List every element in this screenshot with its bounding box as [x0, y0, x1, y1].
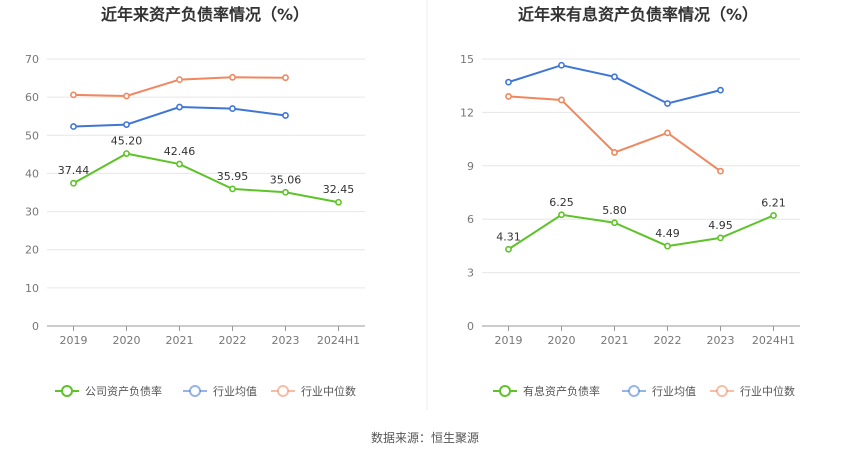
chart-title: 近年来有息资产负债率情况（%） [518, 5, 758, 24]
series-industry-mean-point [558, 61, 565, 69]
x-tick-label: 2023 [272, 334, 300, 347]
legend-item: 行业中位数 [271, 384, 356, 398]
series-industry-mean-point [611, 73, 618, 81]
legend-item: 行业均值 [183, 385, 257, 398]
series-company-point [335, 198, 342, 206]
series-company-point [770, 212, 777, 219]
x-tick-label: 2022 [654, 334, 682, 347]
series-company-point [717, 234, 724, 242]
series-company-point [176, 160, 183, 168]
series-industry-median-point [611, 149, 618, 156]
series-industry-median-point [176, 76, 183, 83]
y-tick-label: 70 [25, 53, 39, 66]
legend-marker-icon [628, 385, 640, 397]
series-industry-median-line [508, 95, 722, 172]
series-industry-median-point [229, 73, 236, 81]
series-industry-mean-point [282, 112, 289, 119]
series-company-point [70, 179, 77, 187]
data-label: 5.80 [602, 204, 627, 217]
series-industry-mean-point [664, 100, 671, 107]
y-tick-label: 10 [25, 282, 39, 295]
data-label: 6.25 [549, 196, 574, 209]
legend-item: 有息资产负债率 [493, 384, 600, 398]
series-industry-mean-point [717, 86, 724, 94]
legend-item: 公司资产负债率 [55, 384, 162, 398]
data-label: 6.21 [761, 196, 786, 209]
legend-marker-icon [61, 385, 73, 397]
x-tick-label: 2024H1 [752, 334, 795, 347]
data-label: 42.46 [164, 145, 196, 158]
legend-item: 行业均值 [622, 385, 696, 398]
series-company-point [505, 245, 512, 253]
chart-title: 近年来资产负债率情况（%） [101, 5, 309, 24]
series-company-point [123, 150, 130, 157]
series-company-line [507, 213, 774, 251]
series-company-point [664, 242, 671, 250]
data-label: 35.06 [270, 173, 302, 186]
series-company-point [282, 188, 289, 196]
y-tick-label: 9 [467, 160, 474, 173]
legend-marker-icon [716, 385, 728, 397]
series-industry-mean-point [70, 123, 77, 130]
y-tick-label: 60 [25, 91, 39, 104]
y-tick-label: 50 [25, 129, 39, 142]
y-tick-label: 3 [467, 267, 474, 280]
x-tick-label: 2021 [166, 334, 194, 347]
series-industry-mean-point [176, 103, 183, 111]
x-tick-label: 2019 [60, 334, 88, 347]
legend-label: 行业均值 [213, 385, 257, 398]
legend-label: 公司资产负债率 [85, 384, 162, 398]
series-company-point [558, 211, 565, 219]
series-industry-median-point [70, 91, 77, 99]
series-industry-mean-point [229, 105, 236, 112]
series-industry-median-point [664, 129, 671, 137]
data-label: 4.49 [655, 227, 680, 240]
legend-label: 行业均值 [652, 385, 696, 398]
series-industry-mean-point [123, 121, 130, 129]
series-company-point [229, 185, 236, 193]
y-tick-label: 30 [25, 206, 39, 219]
data-label: 35.95 [217, 170, 249, 183]
data-label: 4.95 [708, 219, 733, 232]
series-industry-median-point [123, 92, 130, 100]
legend-label: 有息资产负债率 [523, 384, 600, 398]
x-tick-label: 2022 [219, 334, 247, 347]
x-tick-label: 2020 [113, 334, 141, 347]
chart-panel-2: 近年来有息资产负债率情况（%） 0 3 6 9 12 15 2019 2020 2021 2022 2… [460, 5, 800, 398]
legend-marker-icon [189, 385, 201, 397]
x-tick-label: 2019 [495, 334, 523, 347]
legend-label: 行业中位数 [301, 384, 356, 398]
y-tick-label: 20 [25, 244, 39, 257]
legend-marker-icon [499, 385, 511, 397]
series-company-point [611, 219, 618, 227]
y-tick-label: 12 [460, 106, 474, 119]
legend-marker-icon [277, 385, 289, 397]
series-industry-median-point [558, 96, 565, 104]
data-label: 45.20 [111, 135, 143, 148]
y-tick-label: 0 [32, 320, 39, 333]
x-tick-label: 2021 [601, 334, 629, 347]
data-label: 32.45 [323, 183, 355, 196]
y-tick-label: 6 [467, 213, 474, 226]
x-tick-label: 2020 [548, 334, 576, 347]
series-industry-mean-point [505, 78, 512, 86]
x-tick-label: 2024H1 [317, 334, 360, 347]
y-tick-label: 0 [467, 320, 474, 333]
data-source-note: 数据来源：恒生聚源 [370, 431, 479, 445]
x-tick-label: 2023 [707, 334, 735, 347]
y-tick-label: 15 [460, 53, 474, 66]
series-industry-median-point [717, 167, 724, 175]
legend-item: 行业中位数 [710, 384, 795, 398]
y-tick-label: 40 [25, 167, 39, 180]
legend-label: 行业中位数 [740, 384, 795, 398]
chart-panel-1: 近年来资产负债率情况（%） 0 10 20 30 40 50 60 70 2019 2020 2021… [25, 5, 365, 398]
data-label: 37.44 [58, 164, 90, 177]
series-company-line [73, 152, 339, 204]
series-industry-median-point [282, 74, 289, 82]
series-industry-median-point [505, 92, 512, 100]
data-label: 4.31 [496, 230, 521, 243]
